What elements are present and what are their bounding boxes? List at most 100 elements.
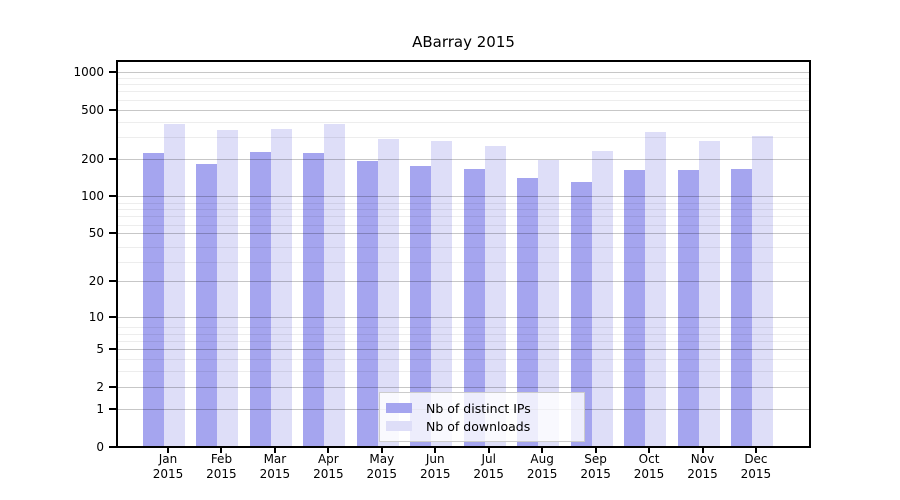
plot-area xyxy=(116,60,811,448)
x-tick-label-year: 2015 xyxy=(473,467,504,481)
gridline-minor-29 xyxy=(118,262,809,264)
bar-downloads-oct xyxy=(645,132,667,446)
gridline-major-100 xyxy=(118,196,809,198)
bar-distinct-ips-mar xyxy=(249,151,271,446)
bar-downloads-jan xyxy=(164,123,185,446)
x-tick-mark-sep xyxy=(594,448,597,453)
gridline-minor-399 xyxy=(118,121,809,123)
x-tick-label-jul: Jul 2015 xyxy=(459,452,519,482)
legend-label-downloads: Nb of downloads xyxy=(426,418,531,434)
x-tick-label-jan: Jan 2015 xyxy=(138,452,198,482)
x-tick-label-month: Jun xyxy=(425,452,445,466)
y-tick-label-0: 0 xyxy=(96,439,104,454)
x-tick-label-month: Apr xyxy=(317,452,339,466)
x-tick-mark-apr xyxy=(327,448,330,453)
x-tick-mark-aug xyxy=(541,448,544,453)
x-tick-label-month: Feb xyxy=(210,452,233,466)
x-tick-label-dec: Dec 2015 xyxy=(726,452,786,482)
x-tick-mark-feb xyxy=(220,448,223,453)
x-tick-mark-jun xyxy=(434,448,437,453)
x-tick-label-year: 2015 xyxy=(580,467,611,481)
y-tick-label-10: 10 xyxy=(88,309,104,324)
x-tick-label-year: 2015 xyxy=(633,467,665,481)
y-tick-mark-5 xyxy=(109,348,116,351)
x-tick-mark-jul xyxy=(487,448,490,453)
bar-distinct-ips-aug xyxy=(517,178,539,446)
bar-distinct-ips-may xyxy=(356,160,378,446)
x-tick-label-may: May 2015 xyxy=(352,452,412,482)
gridline-minor-7 xyxy=(118,333,809,335)
bar-distinct-ips-oct xyxy=(624,170,646,446)
legend-swatch-downloads xyxy=(386,421,412,431)
y-tick-label-500: 500 xyxy=(81,102,104,117)
gridline-minor-899 xyxy=(118,77,809,79)
y-tick-mark-100 xyxy=(109,195,116,198)
x-tick-label-sep: Sep 2015 xyxy=(566,452,626,482)
gridline-minor-299 xyxy=(118,137,809,139)
y-tick-label-200: 200 xyxy=(81,152,104,167)
legend-item-distinct-ips: Nb of distinct IPs xyxy=(386,400,576,416)
gridline-minor-39 xyxy=(118,246,809,248)
y-tick-mark-200 xyxy=(109,158,116,161)
y-tick-label-5: 5 xyxy=(96,342,104,357)
bar-downloads-feb xyxy=(217,130,239,446)
gridline-major-500 xyxy=(118,109,809,111)
gridline-major-20 xyxy=(118,281,809,283)
x-tick-label-year: 2015 xyxy=(366,467,398,481)
bar-downloads-apr xyxy=(324,124,346,446)
gridline-minor-59 xyxy=(118,224,809,226)
gridline-minor-599 xyxy=(118,99,809,101)
bar-distinct-ips-apr xyxy=(303,153,325,446)
x-tick-mark-oct xyxy=(648,448,651,453)
x-tick-label-month: Dec xyxy=(744,452,768,466)
bar-distinct-ips-sep xyxy=(570,182,592,446)
y-tick-mark-2 xyxy=(109,385,116,388)
x-tick-label-oct: Oct 2015 xyxy=(619,452,679,482)
x-tick-mark-mar xyxy=(273,448,276,453)
gridline-minor-79 xyxy=(118,208,809,210)
x-tick-label-mar: Mar 2015 xyxy=(245,452,305,482)
legend: Nb of distinct IPs Nb of downloads xyxy=(379,392,585,442)
x-tick-mark-dec xyxy=(754,448,757,453)
gridline-major-5 xyxy=(118,349,809,351)
x-tick-label-month: Mar xyxy=(263,452,287,466)
x-tick-label-year: 2015 xyxy=(526,467,558,481)
bar-downloads-aug xyxy=(538,160,560,446)
y-tick-mark-20 xyxy=(109,280,116,283)
x-tick-label-jun: Jun 2015 xyxy=(405,452,465,482)
y-tick-label-20: 20 xyxy=(88,274,104,289)
bar-downloads-jun xyxy=(431,141,453,446)
legend-item-downloads: Nb of downloads xyxy=(386,418,576,434)
gridline-minor-799 xyxy=(118,84,809,86)
legend-label-distinct-ips: Nb of distinct IPs xyxy=(426,400,531,416)
y-tick-label-1: 1 xyxy=(96,401,104,416)
gridline-minor-3 xyxy=(118,371,809,373)
y-tick-label-100: 100 xyxy=(81,189,104,204)
y-tick-mark-1 xyxy=(109,407,116,410)
x-tick-mark-jan xyxy=(167,448,169,453)
x-tick-label-month: Jul xyxy=(481,452,496,466)
bar-downloads-jul xyxy=(484,146,506,446)
bar-distinct-ips-feb xyxy=(196,164,218,446)
x-tick-label-year: 2015 xyxy=(313,467,344,481)
bar-downloads-sep xyxy=(591,151,613,446)
gridline-major-10 xyxy=(118,316,809,318)
x-tick-label-year: 2015 xyxy=(687,467,718,481)
bar-downloads-may xyxy=(377,139,399,446)
x-tick-label-year: 2015 xyxy=(740,467,772,481)
chart-title: ABarray 2015 xyxy=(412,33,515,51)
y-tick-mark-50 xyxy=(109,232,116,235)
bar-downloads-nov xyxy=(698,140,720,446)
gridline-minor-6 xyxy=(118,341,809,343)
y-tick-label-1000: 1000 xyxy=(73,65,104,79)
bar-downloads-mar xyxy=(270,129,292,446)
gridline-minor-8 xyxy=(118,327,809,329)
x-tick-label-month: May xyxy=(369,452,395,466)
x-tick-label-month: Aug xyxy=(530,452,554,466)
y-tick-mark-500 xyxy=(109,108,116,111)
x-tick-mark-may xyxy=(380,448,383,453)
bar-distinct-ips-jan xyxy=(143,153,164,446)
x-tick-label-month: Nov xyxy=(690,452,715,466)
bar-distinct-ips-jul xyxy=(463,169,485,446)
